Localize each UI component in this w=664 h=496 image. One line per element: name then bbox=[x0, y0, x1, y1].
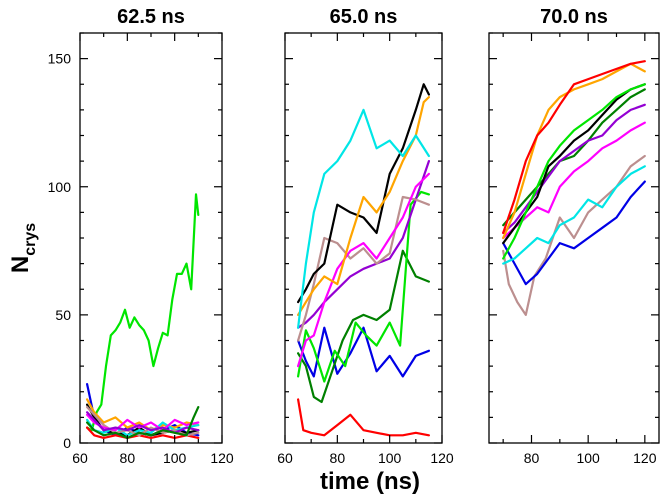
series-line-orange-62-5ns bbox=[85, 398, 200, 432]
x-tick-label-100-62-5ns: 100 bbox=[163, 450, 187, 466]
panels-group: 62.5 ns 60 80 100 120 0 50 100 150 65.0 ns 60 80 100… bbox=[48, 6, 660, 466]
y-axis-label-main: N bbox=[7, 256, 34, 273]
x-tick-label-60-62-5ns: 60 bbox=[72, 450, 88, 466]
panel-70-0ns: 70.0 ns 80 100 120 bbox=[488, 6, 660, 466]
x-tick-label-60-65-0ns: 60 bbox=[277, 450, 293, 466]
y-tick-label-0-62-5ns: 0 bbox=[63, 435, 71, 451]
panel-62-5ns: 62.5 ns 60 80 100 120 0 50 100 150 bbox=[48, 6, 234, 466]
series-line-green-65-0ns bbox=[297, 190, 430, 383]
series-line-purple-70-0ns bbox=[502, 103, 646, 234]
series-line-red-70-0ns bbox=[502, 60, 646, 234]
y-tick-label-150-62-5ns: 150 bbox=[48, 51, 72, 67]
x-tick-label-100-70-0ns: 100 bbox=[576, 450, 600, 466]
series-line-darkgreen-65-0ns bbox=[297, 249, 430, 404]
series-line-blue-65-0ns bbox=[297, 326, 430, 378]
series-line-purple-62-5ns bbox=[85, 411, 200, 434]
x-tick-label-80-62-5ns: 80 bbox=[120, 450, 136, 466]
series-line-cyan-65-0ns bbox=[297, 108, 430, 329]
panel-frame-62-5ns bbox=[79, 32, 223, 444]
series-line-cyan-62-5ns bbox=[85, 418, 200, 437]
panel-series-group-62-5ns bbox=[85, 193, 200, 439]
series-line-magenta-65-0ns bbox=[297, 172, 430, 368]
series-line-green-70-0ns bbox=[502, 83, 646, 260]
series-line-cyan-70-0ns bbox=[502, 165, 646, 265]
series-line-tan-65-0ns bbox=[297, 195, 430, 342]
y-tick-label-100-62-5ns: 100 bbox=[48, 179, 72, 195]
series-line-red-65-0ns bbox=[297, 398, 430, 437]
x-tick-label-120-70-0ns: 120 bbox=[633, 450, 657, 466]
panel-title-62-5ns: 62.5 ns bbox=[117, 6, 185, 28]
series-line-purple-65-0ns bbox=[297, 160, 430, 329]
series-line-darkgreen-62-5ns bbox=[85, 406, 200, 439]
panel-65-0ns: 65.0 ns 60 80 100 120 bbox=[277, 6, 454, 466]
series-line-darkgreen-70-0ns bbox=[502, 88, 646, 227]
x-tick-label-80-65-0ns: 80 bbox=[330, 450, 346, 466]
y-tick-label-50-62-5ns: 50 bbox=[55, 307, 71, 323]
panel-series-group-65-0ns bbox=[297, 83, 430, 437]
panel-title-70-0ns: 70.0 ns bbox=[540, 6, 608, 28]
x-tick-label-120-65-0ns: 120 bbox=[430, 450, 454, 466]
panel-series-group-70-0ns bbox=[502, 60, 646, 316]
x-axis-label: time (ns) bbox=[320, 468, 420, 495]
y-axis-label: Ncrys bbox=[7, 223, 39, 273]
y-axis-label-sub: crys bbox=[22, 223, 39, 256]
x-tick-label-120-62-5ns: 120 bbox=[210, 450, 234, 466]
series-line-green-62-5ns bbox=[85, 193, 200, 432]
x-tick-label-80-70-0ns: 80 bbox=[524, 450, 540, 466]
series-line-blue-70-0ns bbox=[502, 180, 646, 286]
panel-title-65-0ns: 65.0 ns bbox=[330, 6, 398, 28]
panel-frame-65-0ns bbox=[284, 32, 443, 444]
series-line-black-65-0ns bbox=[297, 83, 430, 304]
x-tick-label-100-65-0ns: 100 bbox=[378, 450, 402, 466]
